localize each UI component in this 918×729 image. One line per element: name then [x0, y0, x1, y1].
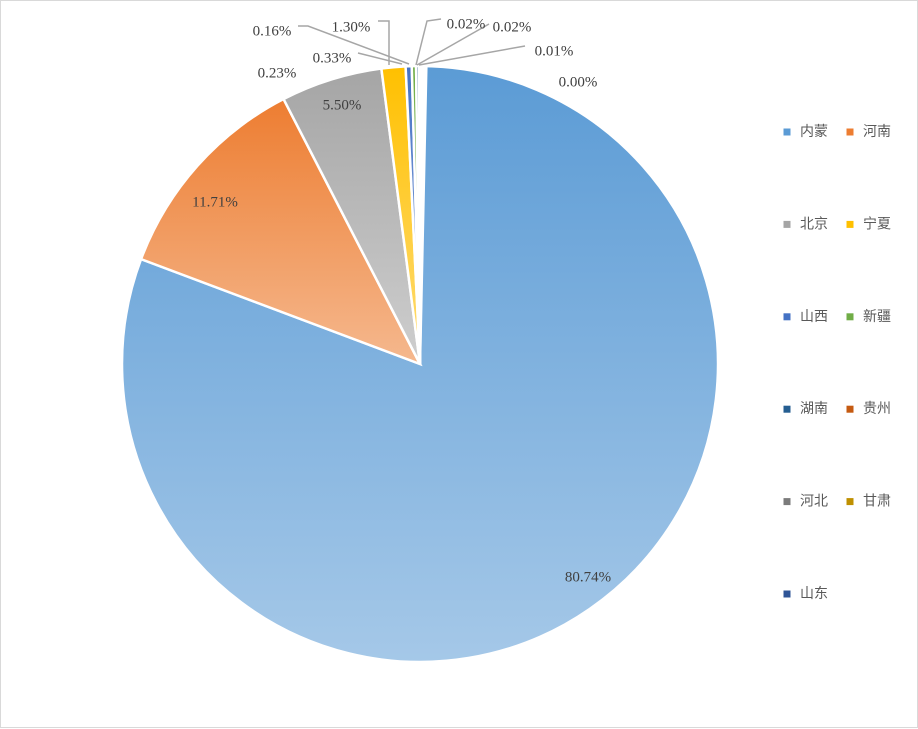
legend-label-3: 宁夏	[863, 215, 891, 232]
leader-line-3	[378, 20, 390, 65]
pie-slice-10	[418, 64, 428, 365]
data-label-3: 1.30%	[332, 19, 371, 35]
data-labels: 80.74% 11.71% 5.50% 1.30% 0.33% 0.23% 0.16% 0.0…	[192, 16, 611, 585]
legend-swatch-5	[846, 313, 854, 321]
data-label-5: 0.23%	[258, 65, 297, 81]
pie-slice-1	[139, 97, 423, 367]
legend-swatch-6	[783, 405, 791, 413]
legend-label-8: 河北	[800, 494, 828, 510]
legend-label-0: 内蒙	[800, 124, 828, 140]
legend-label-9: 甘肃	[863, 494, 891, 510]
data-label-10: 0.00%	[559, 74, 598, 90]
data-label-6: 0.16%	[253, 23, 292, 39]
legend-label-2: 北京	[800, 216, 828, 232]
leader-lines	[298, 18, 526, 66]
leader-line-6	[298, 25, 410, 65]
legend-label-6: 湖南	[800, 401, 828, 417]
data-label-8: 0.02%	[493, 19, 532, 35]
legend-label-7: 贵州	[863, 401, 891, 417]
legend-label-10: 山东	[800, 586, 828, 602]
legend-swatch-8	[783, 498, 791, 506]
legend-swatch-1	[846, 128, 854, 136]
legend-swatch-7	[846, 405, 854, 413]
data-label-7: 0.02%	[447, 16, 486, 32]
data-label-4: 0.33%	[313, 50, 352, 66]
leader-line-7	[415, 18, 442, 66]
legend-label-4: 山西	[800, 309, 828, 325]
leader-line-8	[416, 23, 490, 66]
legend-label-5: 新疆	[863, 309, 891, 325]
legend-label-1: 河南	[863, 124, 891, 140]
leader-line-4	[357, 52, 403, 65]
legend-swatch-3	[846, 220, 854, 228]
data-label-1: 11.71%	[192, 194, 238, 210]
leader-line-9	[418, 45, 526, 66]
data-label-2: 5.50%	[323, 97, 362, 113]
legend-swatch-0	[783, 128, 791, 136]
legend-swatch-2	[783, 220, 791, 228]
legend-swatch-10	[783, 590, 791, 598]
data-label-9: 0.01%	[535, 43, 574, 59]
legend-swatch-4	[783, 313, 791, 321]
pie-slices	[120, 64, 720, 664]
legend-swatch-9	[846, 498, 854, 506]
data-label-0: 80.74%	[565, 569, 611, 585]
